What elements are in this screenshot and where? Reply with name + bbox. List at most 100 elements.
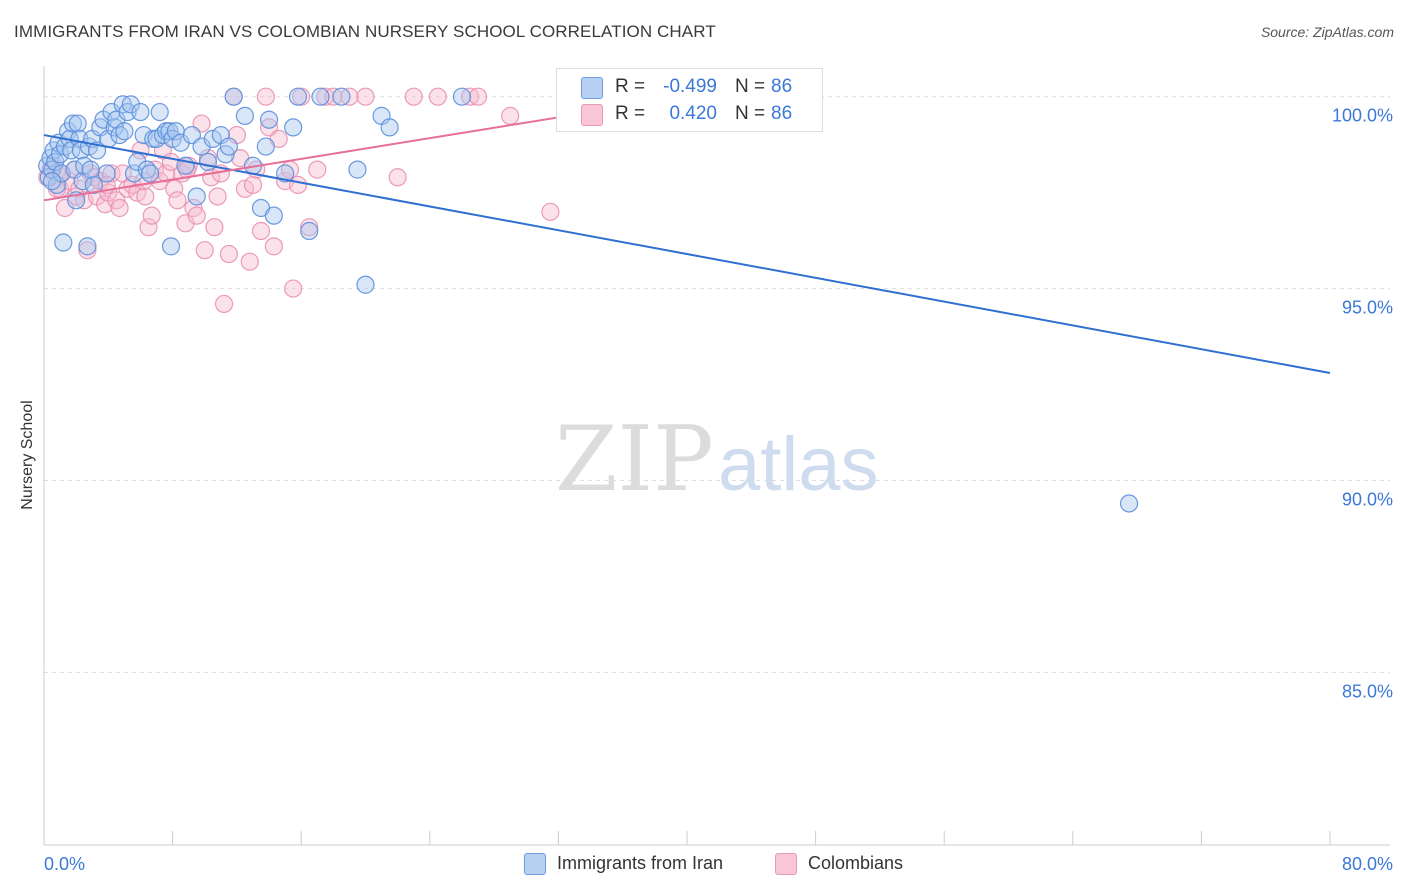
colombians-point	[168, 191, 187, 210]
legend-n-label: N =	[735, 76, 766, 97]
iran-point	[115, 122, 134, 141]
colombians-point	[251, 221, 271, 241]
legend-row-colombians: R = 0.420 N = 86	[557, 101, 822, 127]
watermark-atlas: atlas	[718, 422, 879, 507]
y-tick-label: 90.0%	[1342, 489, 1393, 509]
colombians-point	[157, 164, 176, 183]
colombians-swatch-icon	[581, 104, 603, 126]
iran-point	[311, 87, 330, 106]
iran-point	[78, 237, 97, 256]
iran-point	[140, 164, 160, 183]
iran-point	[224, 87, 243, 106]
colombians-point	[243, 175, 263, 195]
colombians-point	[95, 195, 115, 214]
colombians-point	[78, 241, 97, 260]
colombians-point	[404, 87, 423, 106]
iran-point	[259, 110, 279, 129]
y-tick-label: 85.0%	[1342, 681, 1393, 701]
colombians-point	[136, 187, 155, 206]
colombians-point	[214, 294, 234, 314]
chart-title: IMMIGRANTS FROM IRAN VS COLOMBIAN NURSER…	[14, 22, 716, 41]
watermark: ZIP atlas	[555, 407, 879, 512]
legend-n-value: 86	[771, 76, 793, 97]
iran-point	[128, 152, 147, 172]
iran-point	[1119, 494, 1139, 513]
gridlines	[44, 96, 1390, 673]
iran-point	[284, 118, 303, 137]
colombians-point	[142, 206, 161, 225]
iran-point	[42, 172, 62, 191]
iran-point	[97, 164, 116, 183]
tick-labels: 85.0% 90.0% 95.0% 100.0% 0.0% 80.0%	[44, 106, 1393, 874]
correlation-legend: R = -0.499 N = 86 R = 0.420 N = 86	[556, 68, 823, 132]
colombians-point	[264, 237, 283, 256]
colombians-point	[198, 148, 218, 168]
series-legend: Immigrants from Iran Colombians	[0, 852, 1406, 878]
colombians-legend-swatch-icon	[775, 853, 797, 875]
iran-point	[348, 160, 367, 179]
colombians-points	[38, 87, 576, 314]
legend-n-label: N =	[735, 103, 766, 124]
iran-point	[131, 102, 150, 122]
iran-point	[84, 175, 103, 195]
colombians-point	[501, 106, 520, 125]
iran-point	[63, 114, 83, 133]
iran-point	[235, 106, 255, 125]
colombians-point	[240, 252, 259, 271]
iran-point	[198, 152, 218, 172]
iran-trend-line	[43, 134, 1331, 374]
iran-point	[332, 87, 351, 106]
iran-point	[121, 95, 140, 114]
iran-point	[68, 114, 87, 133]
iran-points	[38, 87, 1139, 513]
iran-legend-swatch-icon	[524, 853, 546, 875]
iran-point	[150, 102, 169, 122]
iran-point	[219, 137, 238, 156]
colombians-point	[110, 198, 129, 218]
axes	[43, 66, 1390, 846]
colombians-point	[187, 206, 206, 225]
colombians-point	[308, 160, 327, 179]
iran-point	[264, 206, 283, 225]
colombians-point	[205, 218, 224, 237]
colombians-point	[468, 87, 488, 106]
x-tick-label: 80.0%	[1342, 854, 1393, 874]
iran-point	[54, 233, 73, 252]
legend-r-label: R =	[615, 103, 646, 124]
iran-point	[81, 160, 100, 179]
y-tick-label: 100.0%	[1332, 106, 1393, 126]
iran-point	[288, 87, 308, 106]
colombians-point	[208, 187, 227, 206]
colombians-point	[256, 87, 275, 106]
colombians-point	[300, 218, 319, 237]
colombians-point	[195, 241, 214, 260]
iran-point	[380, 118, 399, 137]
colombians-point	[219, 244, 238, 264]
legend-r-value: 0.420	[669, 103, 717, 124]
colombians-point	[541, 202, 560, 221]
colombians-point	[388, 168, 407, 187]
colombians-point	[139, 218, 158, 237]
colombians-point	[284, 279, 303, 298]
colombians-point	[356, 87, 375, 106]
colombians-point	[428, 87, 447, 106]
iran-point	[256, 137, 275, 156]
iran-point	[356, 275, 375, 294]
iran-point	[187, 187, 206, 206]
source-label: Source: ZipAtlas.com	[1260, 24, 1394, 40]
iran-point	[452, 87, 472, 106]
legend-r-label: R =	[615, 76, 646, 97]
watermark-zip: ZIP	[555, 407, 714, 512]
legend-n-value: 86	[771, 103, 793, 124]
y-tick-label: 95.0%	[1342, 298, 1393, 318]
iran-legend-label: Immigrants from Iran	[557, 853, 724, 873]
x-tick-label: 0.0%	[44, 854, 85, 874]
colombians-legend-label: Colombians	[808, 853, 904, 873]
iran-point	[276, 164, 295, 183]
legend-r-value: -0.499	[663, 76, 717, 97]
iran-point	[161, 237, 181, 256]
iran-swatch-icon	[581, 77, 603, 99]
iran-point	[300, 221, 319, 241]
legend-row-iran: R = -0.499 N = 86	[557, 74, 822, 100]
